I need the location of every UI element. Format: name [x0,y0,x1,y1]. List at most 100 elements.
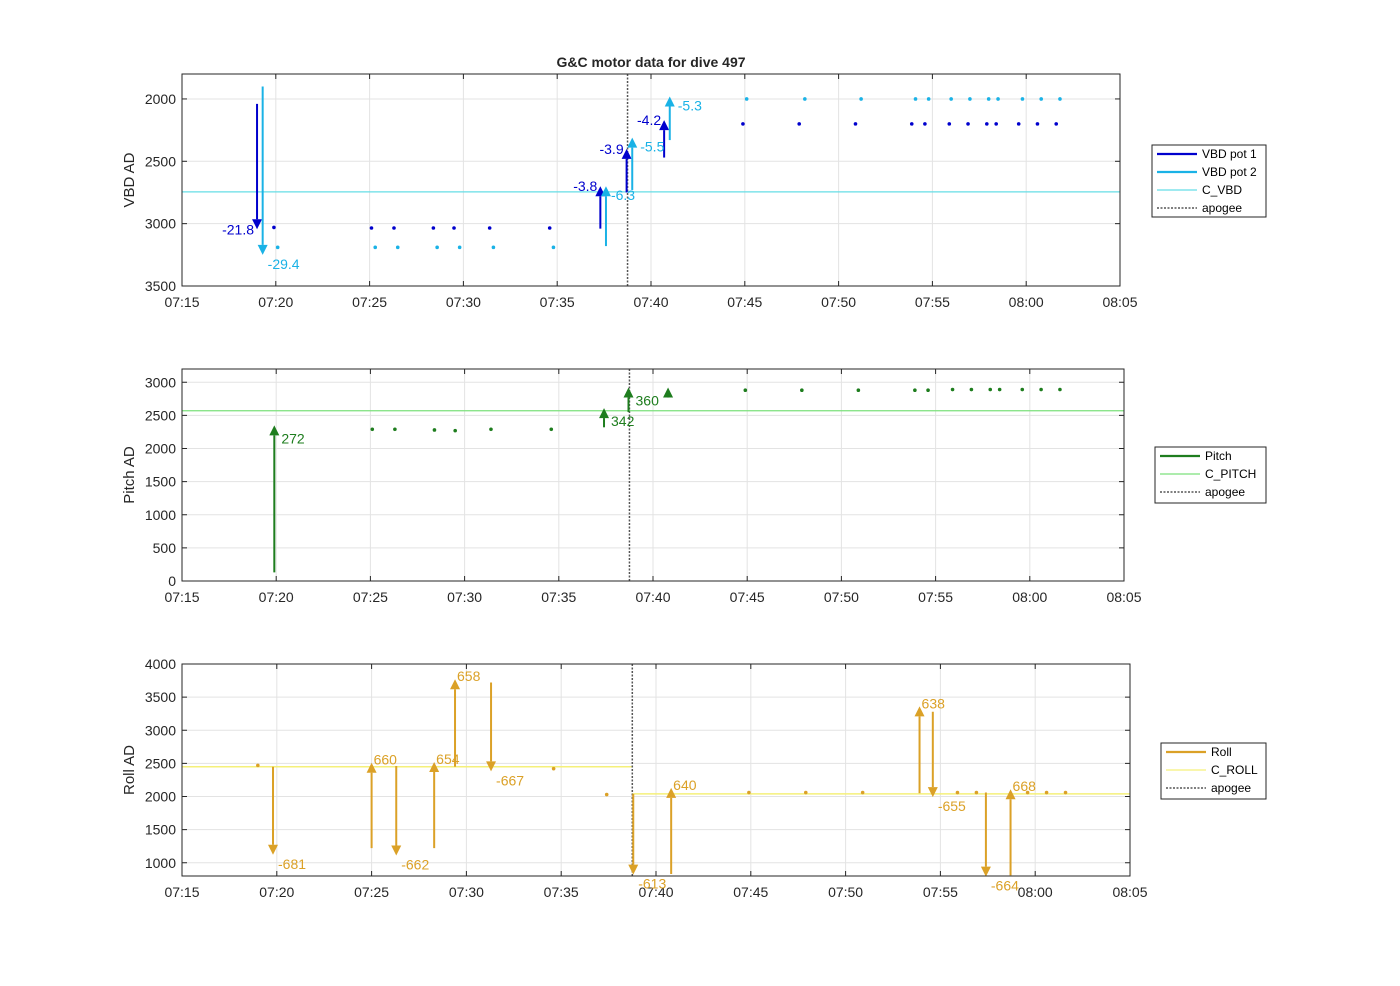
arrow-label: 660 [374,752,398,768]
data-point [1020,387,1025,392]
y-tick-label: 1000 [145,507,176,523]
data-point [452,226,456,230]
arrow-label: -4.2 [637,112,661,128]
x-tick-label: 07:50 [824,589,859,605]
y-tick-label: 2000 [145,441,176,457]
data-point [432,428,437,432]
arrow-head [1005,789,1016,800]
arrow-label: 638 [922,695,946,711]
arrow-label: 640 [673,777,697,793]
arrow-head [914,706,925,717]
arrow-label: 668 [1013,778,1037,794]
data-point [435,245,439,250]
data-point [275,245,280,250]
data-point [1058,387,1062,392]
arrow-head [391,845,402,856]
data-point [950,387,955,392]
arrow-head [927,787,938,798]
arrow-label: -29.4 [268,256,300,272]
y-tick-label: 2500 [145,407,176,423]
x-tick-label: 07:25 [354,884,389,900]
x-tick-label: 07:20 [259,884,294,900]
data-point [1054,122,1059,126]
arrow-label: -681 [278,856,306,872]
arrow-head [268,844,279,855]
panel-roll: 07:15 07:20 07:25 07:30 07:35 07:40 07:45 07:50… [121,656,1267,900]
x-tick-label: 07:15 [164,884,199,900]
x-tick-label: 07:45 [733,884,768,900]
panel-pitch: 07:15 07:20 07:25 07:30 07:35 07:40 07:45 07:50… [121,368,1267,605]
data-point [747,790,751,795]
data-point [859,97,863,101]
x-tick-label: 07:50 [821,294,856,310]
data-point [913,388,917,393]
y-tick-label: 3000 [145,216,176,232]
legend-label: VBD pot 2 [1202,165,1257,179]
arrow-label: -21.8 [222,221,254,237]
arrow-head [980,866,991,876]
data-point [393,427,397,432]
plot-content [182,74,1120,286]
arrow-head [252,219,263,230]
y-axis-label: Pitch AD [121,446,138,504]
data-point [926,388,930,393]
y-tick-label: 2500 [145,755,176,771]
plot-frame [181,368,1125,582]
y-tick-label: 3000 [145,722,176,738]
arrow-label: 272 [281,430,305,446]
arrow-label: -662 [401,856,429,872]
legend-label: apogee [1205,485,1245,499]
x-tick-label: 07:40 [638,884,673,900]
data-point [369,226,374,230]
x-tick-label: 07:55 [918,589,953,605]
x-tick-label: 08:00 [1009,294,1044,310]
data-point [997,387,1002,392]
data-point [457,245,462,250]
data-point [949,97,953,101]
data-point [1035,122,1040,126]
plot-content [182,369,1124,581]
arrow-label: -5.3 [678,97,702,113]
legend-label: C_ROLL [1211,763,1258,777]
x-tick-label: 07:35 [540,294,575,310]
x-tick-label: 07:50 [828,884,863,900]
data-point [491,245,496,250]
data-point [797,122,802,126]
data-point [1016,122,1021,126]
data-point [853,122,858,126]
x-tick-label: 07:55 [923,884,958,900]
arrow-label: 360 [636,393,660,409]
data-point [803,97,807,101]
y-tick-label: 3500 [145,689,176,705]
y-tick-label: 1000 [145,855,176,871]
data-point [985,122,989,126]
data-point [489,427,493,432]
arrow-label: -667 [496,772,524,788]
arrow-head [663,387,674,398]
data-point [549,427,554,432]
x-tick-label: 07:35 [544,884,579,900]
data-point [431,226,436,230]
x-tick-label: 08:05 [1106,589,1141,605]
data-point [547,226,552,230]
arrow-head [366,762,377,773]
arrow-label: -664 [991,878,1019,894]
x-tick-label: 07:30 [447,589,482,605]
y-tick-label: 1500 [145,822,176,838]
x-tick-label: 08:05 [1102,294,1137,310]
x-tick-label: 07:30 [446,294,481,310]
legend-label: apogee [1202,201,1242,215]
x-tick-label: 07:20 [258,294,293,310]
data-point [370,427,375,432]
x-tick-label: 07:45 [727,294,762,310]
data-point [969,387,974,392]
data-point [1063,790,1068,795]
x-tick-label: 07:20 [259,589,294,605]
data-point [860,790,865,795]
legend-label: apogee [1211,781,1251,795]
y-tick-label: 2000 [145,91,176,107]
legend-label: C_VBD [1202,183,1242,197]
data-point [1058,97,1062,101]
y-tick-label: 2500 [145,153,176,169]
